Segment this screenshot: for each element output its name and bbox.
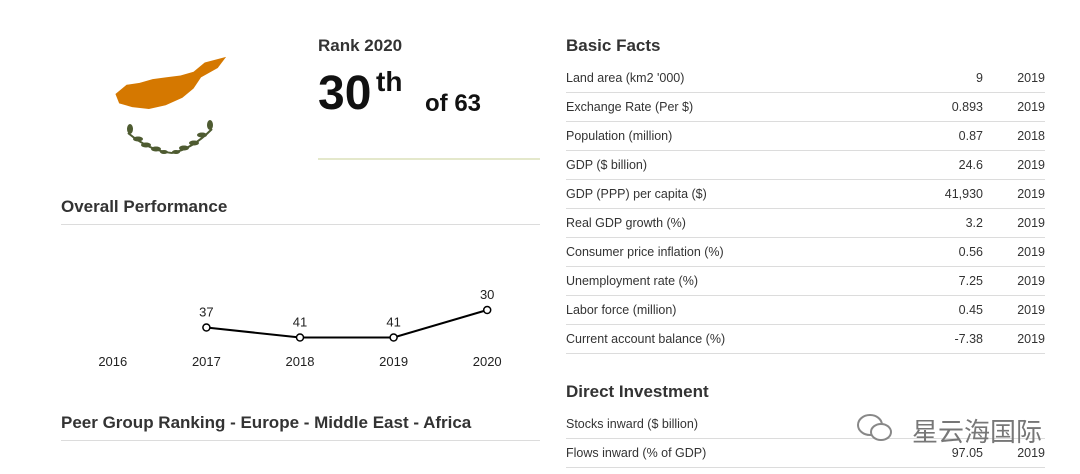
table-row: Stocks inward ($ billion) xyxy=(566,409,1045,439)
data-label: 41 xyxy=(386,315,400,330)
row-value: -7.38 xyxy=(954,332,984,346)
row-year: 2019 xyxy=(1017,303,1045,317)
section-title: Direct Investment xyxy=(566,382,709,401)
x-tick-label: 2016 xyxy=(98,354,127,369)
x-tick-label: 2018 xyxy=(286,354,315,369)
table-row: GDP (PPP) per capita ($) 41,930 2019 xyxy=(566,179,1045,209)
table-row: Land area (km2 '000) 9 2019 xyxy=(566,63,1045,93)
row-label: Exchange Rate (Per $) xyxy=(566,100,694,114)
divider xyxy=(318,158,540,160)
row-label: Real GDP growth (%) xyxy=(566,216,686,230)
table-row: Real GDP growth (%) 3.2 2019 xyxy=(566,208,1045,238)
row-label: Labor force (million) xyxy=(566,303,677,317)
watermark: 星云海国际 xyxy=(912,418,1043,448)
row-value: 0.45 xyxy=(958,303,983,317)
row-year: 2018 xyxy=(1017,129,1045,143)
row-year: 2019 xyxy=(1017,187,1045,201)
row-year: 2019 xyxy=(1017,71,1045,85)
table-row: Consumer price inflation (%) 0.56 2019 xyxy=(566,237,1045,267)
section-title: Overall Performance xyxy=(61,197,228,216)
row-year: 2019 xyxy=(1017,216,1045,230)
section-title: Basic Facts xyxy=(566,36,661,55)
row-year: 2019 xyxy=(1017,245,1045,259)
row-value: 0.893 xyxy=(951,100,983,114)
x-tick-label: 2020 xyxy=(473,354,502,369)
table-row: Current account balance (%) -7.38 2019 xyxy=(566,324,1045,354)
divider xyxy=(61,224,540,225)
point xyxy=(202,323,211,332)
data-label: 30 xyxy=(480,287,494,302)
row-label: Consumer price inflation (%) xyxy=(566,245,724,259)
row-label: GDP ($ billion) xyxy=(566,158,648,172)
line-chart: 2016 2017 2018 2019 2020 37 41 41 30 xyxy=(98,287,502,369)
row-value: 3.2 xyxy=(965,216,983,230)
table-row: Flows inward (% of GDP) 97.05 2019 xyxy=(566,438,1045,468)
row-label: GDP (PPP) per capita ($) xyxy=(566,187,707,201)
rank-position: 30 xyxy=(318,67,372,120)
row-label: Flows inward (% of GDP) xyxy=(566,446,707,460)
row-value: 0.87 xyxy=(958,129,983,143)
row-year: 2019 xyxy=(1017,274,1045,288)
row-label: Land area (km2 '000) xyxy=(566,71,685,85)
point xyxy=(389,333,398,342)
table-row: Exchange Rate (Per $) 0.893 2019 xyxy=(566,92,1045,122)
data-label: 41 xyxy=(293,315,307,330)
row-value: 24.6 xyxy=(958,158,983,172)
flag xyxy=(115,56,227,154)
table-row: Population (million) 0.87 2018 xyxy=(566,121,1045,151)
row-label: Stocks inward ($ billion) xyxy=(566,417,698,431)
row-value: 97.05 xyxy=(951,446,983,460)
table-row: Labor force (million) 0.45 2019 xyxy=(566,295,1045,325)
row-year: 2019 xyxy=(1017,158,1045,172)
section-title: Peer Group Ranking - Europe - Middle Eas… xyxy=(61,413,472,432)
row-label: Population (million) xyxy=(566,129,673,143)
row-value: 0.56 xyxy=(958,245,983,259)
divider xyxy=(61,440,540,441)
row-label: Unemployment rate (%) xyxy=(566,274,698,288)
point xyxy=(295,333,305,342)
watermark-icon xyxy=(857,414,892,441)
row-year: 2019 xyxy=(1017,100,1045,114)
x-tick-label: 2017 xyxy=(192,354,221,369)
row-value: 7.25 xyxy=(958,274,983,288)
point xyxy=(482,305,492,315)
table-row: GDP ($ billion) 24.6 2019 xyxy=(566,150,1045,180)
data-label: 37 xyxy=(199,305,213,320)
row-year: 2019 xyxy=(1017,332,1045,346)
rank-heading: Rank 2020 xyxy=(318,36,403,55)
table-row: Unemployment rate (%) 7.25 2019 xyxy=(566,266,1045,296)
row-year: 2019 xyxy=(1017,446,1045,460)
x-tick-label: 2019 xyxy=(379,354,408,369)
row-label: Current account balance (%) xyxy=(566,332,726,346)
line xyxy=(206,309,488,339)
row-value: 9 xyxy=(976,71,983,85)
row-value: 41,930 xyxy=(944,187,983,201)
rank-suffix: th xyxy=(376,66,403,97)
rank-total: of 63 xyxy=(425,90,482,117)
